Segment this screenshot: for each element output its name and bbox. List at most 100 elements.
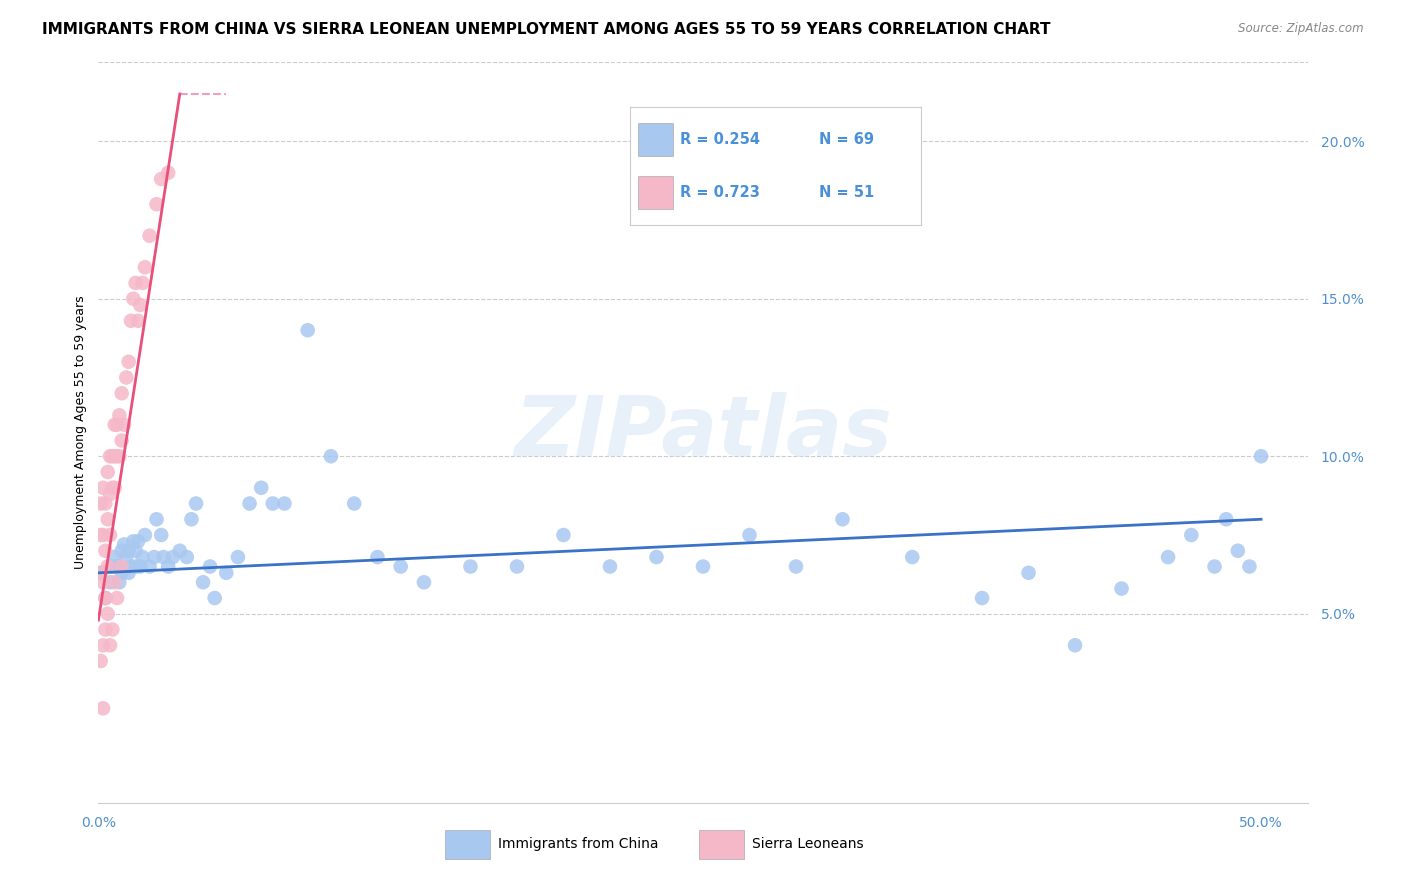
- Point: [101, 559, 124, 574]
- Point: [131, 550, 153, 565]
- Point: [553, 528, 575, 542]
- Point: [104, 417, 127, 432]
- Point: [98, 528, 121, 542]
- Point: [94, 623, 117, 637]
- Text: Source: ZipAtlas.com: Source: ZipAtlas.com: [1239, 22, 1364, 36]
- Point: [115, 550, 138, 565]
- Point: [131, 276, 153, 290]
- Point: [111, 434, 134, 448]
- Point: [145, 512, 167, 526]
- Point: [108, 449, 131, 463]
- Point: [239, 496, 262, 510]
- Point: [599, 559, 621, 574]
- Point: [970, 591, 993, 605]
- Point: [162, 550, 184, 565]
- Point: [94, 496, 117, 510]
- Point: [145, 197, 167, 211]
- Point: [105, 559, 128, 574]
- Point: [122, 534, 145, 549]
- Point: [111, 566, 134, 580]
- Point: [112, 537, 135, 551]
- Point: [105, 591, 128, 605]
- Point: [90, 528, 112, 542]
- Point: [90, 566, 112, 580]
- Point: [215, 566, 238, 580]
- Point: [90, 496, 112, 510]
- Point: [1064, 638, 1087, 652]
- Point: [91, 575, 114, 590]
- Point: [692, 559, 714, 574]
- Point: [645, 550, 668, 565]
- Point: [1157, 550, 1180, 565]
- Point: [1239, 559, 1261, 574]
- Point: [105, 417, 128, 432]
- Point: [389, 559, 412, 574]
- Point: [98, 449, 121, 463]
- Point: [104, 449, 127, 463]
- Text: ZIPatlas: ZIPatlas: [515, 392, 891, 473]
- Point: [901, 550, 924, 565]
- Point: [150, 172, 173, 186]
- Point: [831, 512, 853, 526]
- Point: [94, 591, 117, 605]
- Point: [91, 481, 114, 495]
- Point: [90, 654, 112, 668]
- Point: [94, 543, 117, 558]
- Point: [150, 528, 173, 542]
- Point: [97, 559, 120, 574]
- Point: [343, 496, 366, 510]
- Point: [226, 550, 249, 565]
- Point: [127, 534, 149, 549]
- Point: [98, 487, 121, 501]
- Point: [94, 591, 117, 605]
- Point: [1215, 512, 1237, 526]
- Point: [1226, 543, 1249, 558]
- Point: [169, 543, 191, 558]
- Point: [143, 550, 166, 565]
- Point: [101, 623, 124, 637]
- Point: [97, 512, 120, 526]
- Point: [108, 409, 131, 423]
- Point: [101, 449, 124, 463]
- Point: [176, 550, 198, 565]
- Point: [157, 166, 180, 180]
- Point: [94, 591, 117, 605]
- Point: [127, 314, 149, 328]
- Point: [204, 591, 226, 605]
- Point: [101, 481, 124, 495]
- Point: [157, 559, 180, 574]
- Point: [413, 575, 436, 590]
- Point: [180, 512, 202, 526]
- Point: [785, 559, 807, 574]
- Point: [262, 496, 284, 510]
- Point: [134, 528, 156, 542]
- Point: [111, 543, 134, 558]
- Point: [366, 550, 388, 565]
- Point: [184, 496, 207, 510]
- Point: [297, 323, 319, 337]
- Point: [91, 701, 114, 715]
- Point: [108, 559, 131, 574]
- Point: [506, 559, 529, 574]
- Point: [105, 449, 128, 463]
- Point: [134, 260, 156, 275]
- Point: [122, 292, 145, 306]
- Point: [191, 575, 214, 590]
- Point: [104, 550, 127, 565]
- Point: [91, 638, 114, 652]
- Point: [273, 496, 295, 510]
- Point: [111, 386, 134, 401]
- Point: [198, 559, 221, 574]
- Point: [250, 481, 273, 495]
- Point: [1204, 559, 1226, 574]
- Point: [129, 559, 152, 574]
- Point: [124, 543, 146, 558]
- Point: [129, 298, 152, 312]
- Point: [152, 550, 174, 565]
- Point: [98, 575, 121, 590]
- Point: [112, 417, 135, 432]
- Point: [319, 449, 342, 463]
- Point: [91, 528, 114, 542]
- Point: [124, 559, 146, 574]
- Point: [1111, 582, 1133, 596]
